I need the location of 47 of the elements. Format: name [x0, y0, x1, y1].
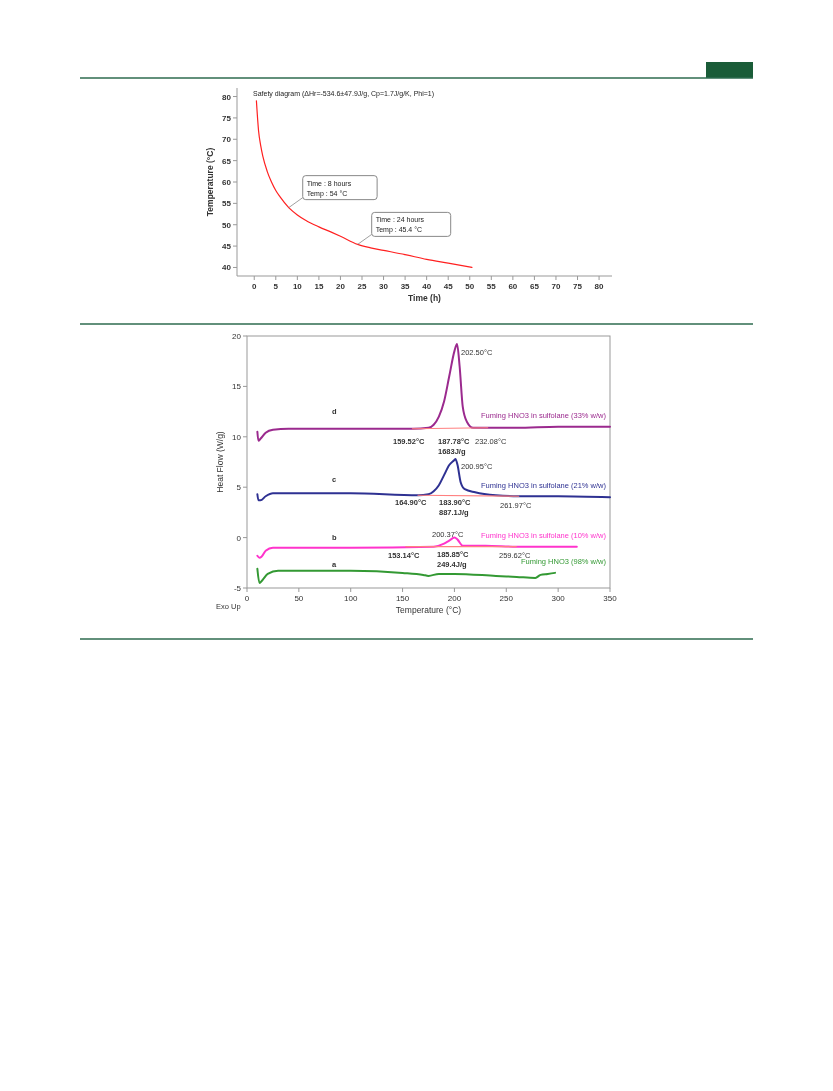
x-tick-label: 350 — [603, 594, 618, 603]
x-tick-label: 75 — [573, 282, 583, 291]
x-tick-label: 50 — [465, 282, 475, 291]
y-axis-title: Temperature (°C) — [205, 147, 215, 217]
y-tick-label: 65 — [222, 156, 232, 166]
x-tick-label: 40 — [422, 282, 432, 291]
x-tick-label: 250 — [499, 594, 514, 603]
y-tick-label: 80 — [222, 92, 232, 102]
y-tick-label: 55 — [222, 199, 232, 209]
x-tick-label: 45 — [443, 282, 454, 291]
x-tick-label: 0 — [252, 282, 258, 291]
y-tick-label: 5 — [236, 483, 242, 493]
line-series — [256, 343, 611, 442]
line-series — [255, 100, 473, 269]
x-tick-label: 20 — [336, 282, 346, 291]
x-tick-label: 65 — [529, 282, 540, 291]
line-series — [256, 567, 557, 584]
x-tick-label: 5 — [273, 282, 279, 291]
y-tick-label: 20 — [232, 332, 242, 341]
x-tick-label: 100 — [344, 594, 358, 603]
x-tick-label: 15 — [314, 282, 324, 291]
y-tick-label: 50 — [222, 220, 232, 230]
y-tick-label: 40 — [222, 263, 232, 273]
x-tick-label: 10 — [292, 282, 303, 291]
y-tick-label: 0 — [236, 533, 242, 543]
x-axis-title: Time (h) — [408, 293, 442, 303]
x-tick-label: 0 — [244, 594, 250, 603]
y-tick-label: 60 — [222, 178, 232, 187]
x-tick-label: 35 — [400, 282, 411, 291]
y-tick-label: 75 — [222, 113, 232, 123]
y-axis-title: Heat Flow (W/g) — [215, 431, 225, 493]
x-tick-label: 55 — [486, 282, 497, 291]
x-tick-label: 25 — [357, 282, 367, 291]
x-tick-label: 150 — [395, 594, 410, 603]
x-tick-label: 60 — [508, 282, 518, 291]
y-tick-label: 70 — [222, 135, 232, 145]
x-tick-label: 300 — [551, 594, 566, 603]
y-tick-label: -5 — [233, 584, 242, 593]
y-tick-label: 45 — [222, 242, 232, 252]
y-tick-label: 10 — [232, 432, 242, 442]
x-tick-label: 80 — [594, 282, 605, 291]
x-tick-label: 30 — [379, 282, 389, 291]
x-tick-label: 70 — [551, 282, 561, 291]
y-tick-label: 15 — [232, 382, 242, 392]
x-tick-label: 200 — [447, 594, 462, 603]
x-tick-label: 50 — [294, 594, 304, 603]
x-axis-title: Temperature (°C) — [395, 605, 462, 615]
